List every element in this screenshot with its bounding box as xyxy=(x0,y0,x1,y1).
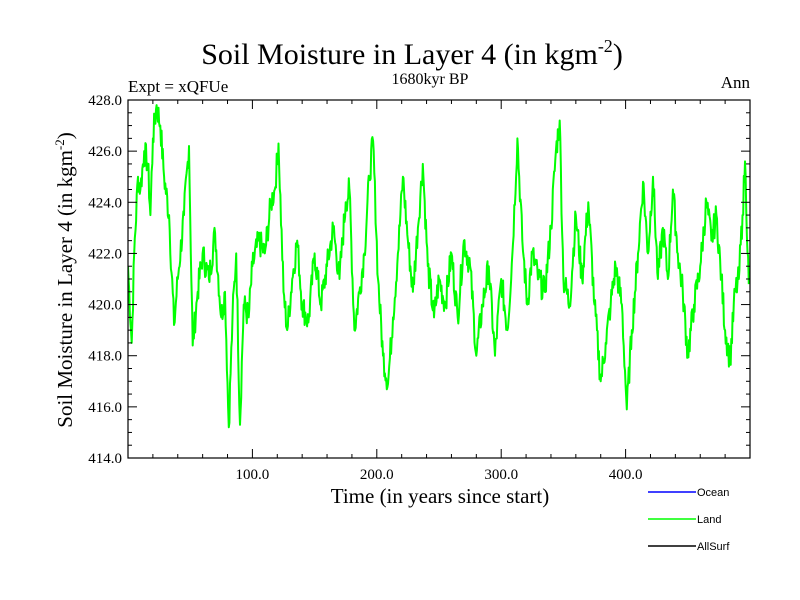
y-tick-label: 418.0 xyxy=(88,349,122,365)
legend: Ocean Land AllSurf xyxy=(648,487,730,553)
legend-label-land: Land xyxy=(697,514,721,526)
y-tick-label: 428.0 xyxy=(88,93,122,109)
y-tick-label: 414.0 xyxy=(88,451,122,467)
season-label: Ann xyxy=(721,73,751,92)
x-tick-label: 300.0 xyxy=(484,467,518,483)
y-tick-label: 420.0 xyxy=(88,298,122,314)
y-tick-label: 424.0 xyxy=(88,195,122,211)
y-tick-label: 416.0 xyxy=(88,400,122,416)
x-tick-label: 400.0 xyxy=(609,467,643,483)
chart-subtitle: 1680kyr BP xyxy=(392,71,469,88)
series-line-land xyxy=(128,104,750,429)
legend-label-allsurf: AllSurf xyxy=(697,541,730,553)
x-axis-label: Time (in years since start) xyxy=(331,484,550,508)
chart-title: Soil Moisture in Layer 4 (in kgm-2) xyxy=(201,36,623,71)
experiment-label: Expt = xQFUe xyxy=(128,77,228,96)
plot-area: 100.0 200.0 300.0 400.0 414.0 416.0 418.0 420.0… xyxy=(88,93,751,483)
y-tick-label: 426.0 xyxy=(88,144,122,160)
x-tick-label: 100.0 xyxy=(236,467,270,483)
x-tick-label: 200.0 xyxy=(360,467,394,483)
y-axis-label: Soil Moisture in Layer 4 (in kgm-2) xyxy=(52,132,77,427)
y-tick-label: 422.0 xyxy=(88,246,122,262)
legend-label-ocean: Ocean xyxy=(697,487,729,499)
